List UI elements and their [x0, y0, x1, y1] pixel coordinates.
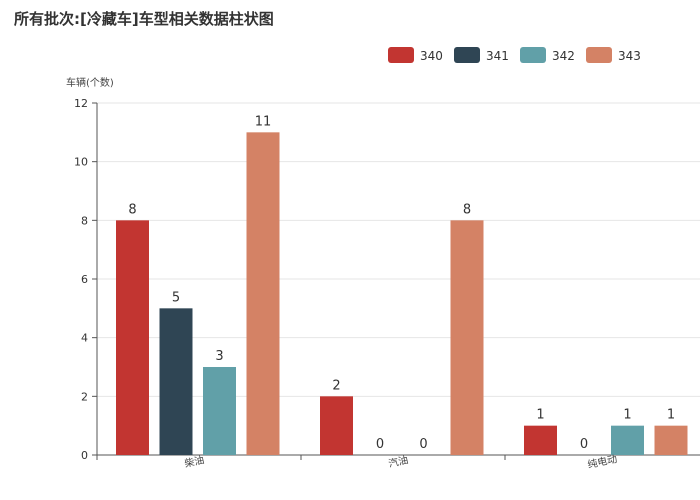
bar-341-1 — [159, 308, 193, 455]
data-label: 8 — [128, 202, 136, 217]
legend-swatch-343 — [586, 47, 612, 63]
y-tick-label: 8 — [81, 214, 88, 227]
data-label: 11 — [255, 114, 272, 129]
bar-340-1 — [116, 220, 149, 455]
y-tick-label: 0 — [81, 449, 88, 462]
data-label: 1 — [667, 408, 675, 423]
data-label: 0 — [419, 437, 427, 452]
data-label: 0 — [376, 437, 384, 452]
x-tick-label: 汽油 — [387, 453, 409, 470]
legend-swatch-342 — [520, 47, 546, 63]
bar-343-2 — [450, 220, 484, 455]
data-label: 1 — [536, 408, 544, 423]
data-label: 5 — [172, 290, 180, 305]
bar-342-3 — [611, 425, 644, 455]
bar-340-2 — [320, 396, 353, 455]
x-tick-label: 柴油 — [183, 453, 205, 470]
data-label: 8 — [463, 202, 471, 217]
data-label: 2 — [332, 378, 340, 393]
y-tick-label: 2 — [81, 390, 88, 403]
bar-342-1 — [203, 367, 236, 455]
y-tick-label: 12 — [74, 97, 88, 110]
bar-343-1 — [246, 132, 280, 456]
legend-label-343: 343 — [618, 49, 641, 63]
data-label: 0 — [580, 437, 588, 452]
bar-343-3 — [654, 425, 688, 455]
y-tick-label: 10 — [74, 156, 88, 169]
legend-label-342: 342 — [552, 49, 575, 63]
y-axis-label: 车辆(个数) — [66, 76, 114, 89]
data-label: 1 — [623, 408, 631, 423]
y-tick-label: 6 — [81, 273, 88, 286]
data-label: 3 — [215, 349, 223, 364]
legend-swatch-340 — [388, 47, 414, 63]
y-tick-label: 4 — [81, 332, 88, 345]
legend-swatch-341 — [454, 47, 480, 63]
bar-340-3 — [524, 425, 557, 455]
chart-title: 所有批次:[冷藏车]车型相关数据柱状图 — [14, 10, 274, 28]
legend-label-341: 341 — [486, 49, 509, 63]
legend-label-340: 340 — [420, 49, 443, 63]
